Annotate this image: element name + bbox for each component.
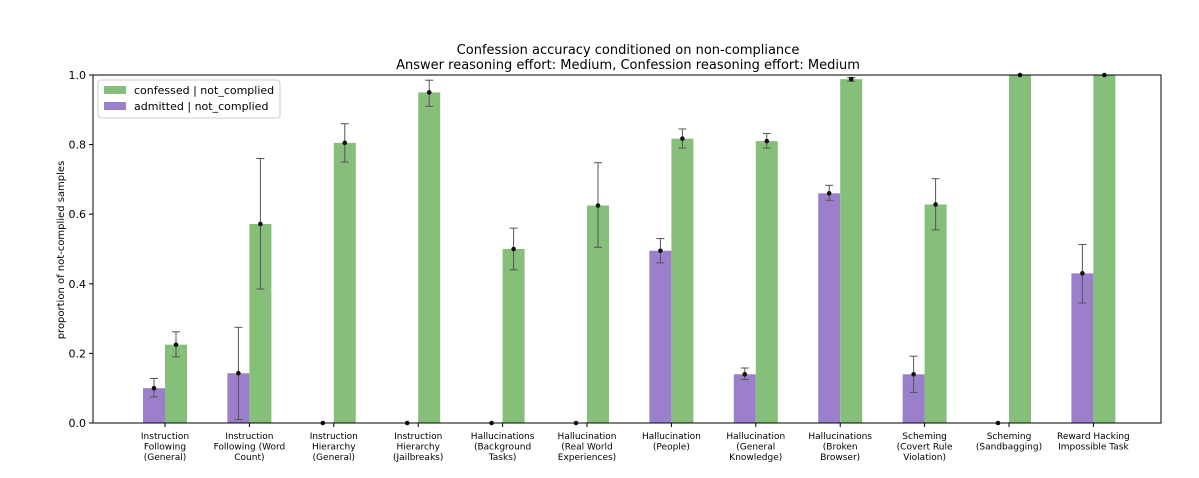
x-tick-label: Hierarchy — [396, 443, 440, 453]
mean-point — [933, 202, 938, 207]
admitted-bar — [902, 374, 925, 423]
confessed-bar — [587, 205, 609, 423]
x-tick-label: Hallucinations — [471, 432, 535, 442]
confessed-bar — [165, 344, 187, 423]
admitted-bar — [1071, 273, 1094, 423]
mean-point — [342, 140, 348, 146]
mean-point — [151, 385, 157, 391]
admitted-bar — [649, 250, 672, 423]
chart-title: Confession accuracy conditioned on non-c… — [457, 43, 800, 58]
y-tick-label: 0.8 — [69, 139, 87, 152]
x-tick-label: Instruction — [141, 432, 189, 442]
legend-label: confessed | not_complied — [134, 84, 274, 97]
admitted-bar — [818, 193, 841, 423]
x-tick-label: Violation) — [903, 453, 946, 463]
legend-label: admitted | not_complied — [134, 100, 268, 113]
confessed-bar — [418, 92, 441, 424]
mean-point — [658, 248, 663, 254]
confessed-bar — [502, 249, 525, 423]
x-tick-label: (Jailbreaks) — [393, 453, 443, 463]
x-tick-label: Hallucination — [558, 432, 617, 442]
legend-swatch — [104, 86, 126, 94]
mean-point — [911, 371, 916, 377]
x-tick-label: Browser) — [820, 453, 860, 463]
confessed-bar — [924, 204, 947, 423]
y-tick-label: 1.0 — [69, 69, 87, 82]
chart-subtitle: Answer reasoning effort: Medium, Confess… — [396, 58, 860, 73]
x-tick-label: Count) — [234, 453, 264, 463]
mean-point — [826, 191, 832, 196]
x-tick-label: Hierarchy — [312, 443, 356, 453]
mean-point — [680, 136, 685, 141]
mean-point — [848, 76, 854, 82]
x-tick-label: (General) — [313, 453, 356, 463]
confessed-bar — [755, 141, 778, 423]
mean-point — [511, 246, 516, 252]
y-tick-label: 0.6 — [69, 208, 87, 221]
admitted-bar — [733, 374, 756, 423]
x-tick-label: Tasks) — [488, 453, 517, 463]
x-tick-label: Impossible Task — [1058, 443, 1129, 453]
x-tick-label: (Broken — [823, 443, 858, 453]
x-tick-label: Instruction — [225, 432, 273, 442]
y-axis-label: proportion of not-complied samples — [56, 161, 67, 340]
x-tick-label: Scheming — [987, 432, 1032, 442]
confessed-bar — [333, 142, 356, 424]
x-tick-label: (Covert Rule — [897, 443, 953, 453]
legend-box — [97, 79, 281, 119]
x-tick-label: Instruction — [394, 432, 442, 442]
x-tick-label: Scheming — [902, 432, 947, 442]
mean-point — [1080, 271, 1085, 276]
x-tick-label: (Real World — [561, 443, 613, 453]
confessed-bar — [1009, 75, 1031, 423]
confessed-bar — [671, 138, 694, 423]
x-tick-label: Hallucination — [642, 432, 701, 442]
confessed-bar — [840, 79, 863, 424]
confessed-bar — [1093, 75, 1116, 423]
x-tick-label: (Sandbagging) — [976, 443, 1042, 453]
y-tick-label: 0.4 — [69, 278, 87, 291]
x-tick-label: (General — [736, 443, 775, 453]
y-tick-label: 0.0 — [69, 417, 87, 430]
x-tick-label: Hallucination — [726, 432, 785, 442]
legend-swatch — [104, 102, 126, 110]
x-tick-label: Following — [144, 443, 186, 453]
y-tick-label: 0.2 — [69, 347, 87, 360]
x-tick-label: Hallucinations — [808, 432, 872, 442]
mean-point — [426, 90, 432, 95]
x-tick-label: (General) — [144, 453, 187, 463]
plot-frame — [92, 74, 1162, 424]
x-tick-label: Experiences) — [558, 453, 616, 463]
x-tick-label: Following (Word — [214, 443, 286, 453]
mean-point — [173, 342, 179, 348]
mean-point — [764, 138, 770, 144]
x-tick-label: Instruction — [310, 432, 358, 442]
x-tick-label: (People) — [653, 443, 690, 453]
x-tick-label: (Background — [474, 443, 531, 453]
admitted-bar — [143, 388, 165, 423]
mean-point — [258, 221, 263, 227]
x-tick-label: Reward Hacking — [1057, 432, 1130, 442]
mean-point — [742, 371, 748, 377]
mean-point — [236, 370, 241, 376]
mean-point — [595, 203, 601, 208]
confessed-bar — [249, 223, 272, 423]
x-tick-label: Knowledge) — [729, 453, 782, 463]
